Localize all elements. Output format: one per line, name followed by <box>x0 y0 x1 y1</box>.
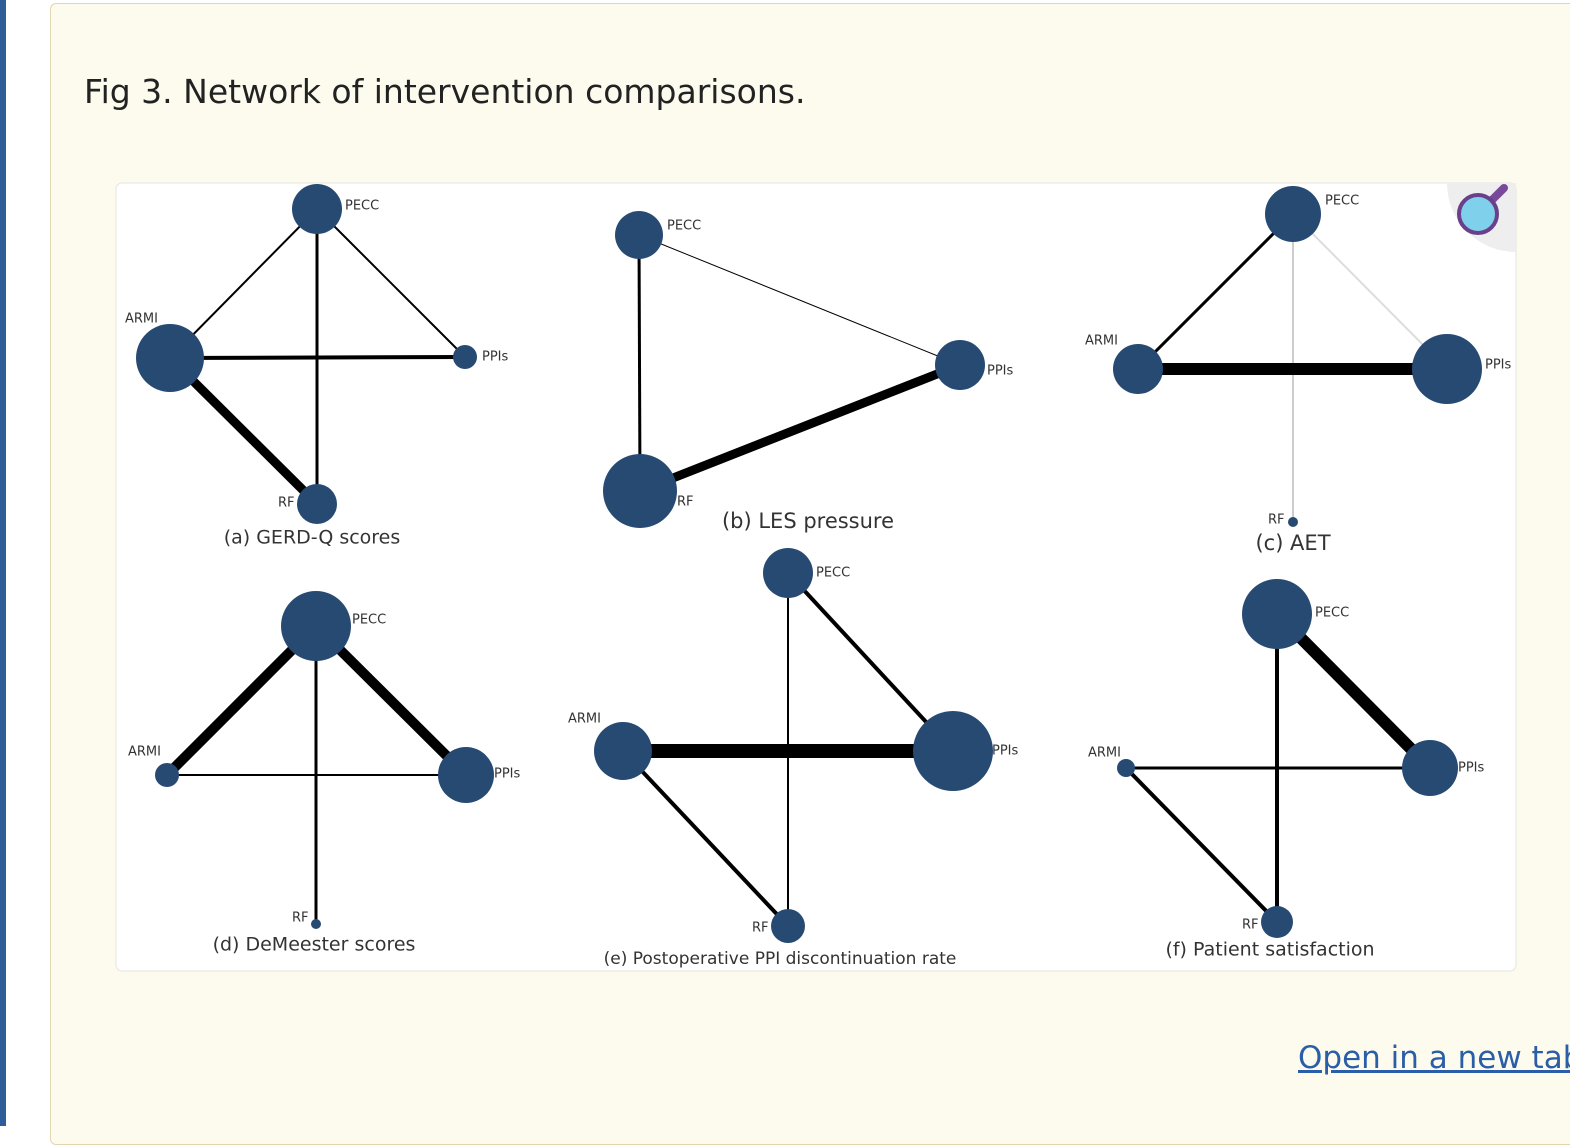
node-label: RF <box>1242 918 1259 933</box>
network-node <box>1265 186 1321 242</box>
network-node <box>935 340 985 390</box>
network-node <box>292 184 342 234</box>
network-node <box>594 722 652 780</box>
node-label: PPIs <box>494 767 521 782</box>
network-node <box>763 548 813 598</box>
network-node <box>297 484 337 524</box>
figure-title: Fig 3. Network of intervention compariso… <box>84 72 806 111</box>
panel-caption: (e) Postoperative PPI discontinuation ra… <box>604 949 957 969</box>
network-node <box>771 909 805 943</box>
node-label: RF <box>752 921 769 936</box>
node-label: PECC <box>352 613 386 628</box>
network-node <box>1288 517 1298 527</box>
network-node <box>438 747 494 803</box>
network-edge <box>637 234 642 492</box>
node-label: RF <box>278 496 295 511</box>
network-node <box>603 454 677 528</box>
network-node <box>1402 740 1458 796</box>
node-label: PECC <box>345 199 379 214</box>
network-node <box>1117 759 1135 777</box>
node-label: ARMI <box>1088 746 1121 761</box>
node-label: RF <box>1268 513 1285 528</box>
network-edge <box>169 355 466 360</box>
side-bar <box>0 0 6 1126</box>
network-edge <box>312 622 470 779</box>
node-label: ARMI <box>125 312 158 327</box>
network-node <box>1242 579 1312 649</box>
open-link[interactable]: Open in a new tab <box>1298 1040 1570 1076</box>
network-node <box>155 763 179 787</box>
node-label: PPIs <box>1485 358 1512 373</box>
network-edge <box>621 749 790 928</box>
node-label: PECC <box>1315 606 1349 621</box>
network-node <box>136 324 204 392</box>
network-node <box>913 711 993 791</box>
network-edge <box>1136 212 1295 371</box>
node-label: PECC <box>816 566 850 581</box>
panel-caption: (c) AET <box>1255 531 1330 555</box>
node-label: PECC <box>1325 194 1359 209</box>
node-label: ARMI <box>128 745 161 760</box>
panel-caption: (d) DeMeester scores <box>213 934 416 956</box>
network-node <box>1113 344 1163 394</box>
network-edge <box>316 208 466 358</box>
panel-caption: (f) Patient satisfaction <box>1165 939 1374 961</box>
panel-caption: (a) GERD-Q scores <box>224 527 401 549</box>
node-label: PPIs <box>992 744 1019 759</box>
network-edge <box>166 354 321 508</box>
network-edge <box>163 622 320 779</box>
zoom-lens <box>1457 193 1499 235</box>
node-label: PPIs <box>1458 761 1485 776</box>
node-label: ARMI <box>1085 334 1118 349</box>
network-edge <box>786 571 955 753</box>
node-label: RF <box>292 911 309 926</box>
network-node <box>311 919 321 929</box>
network-node <box>281 591 351 661</box>
network-edge <box>638 234 961 366</box>
node-label: ARMI <box>568 712 601 727</box>
network-node <box>453 345 477 369</box>
node-label: PPIs <box>482 350 509 365</box>
network-edge <box>638 360 962 496</box>
network-node <box>1412 334 1482 404</box>
zoom-icon[interactable] <box>1447 183 1516 252</box>
network-node <box>615 211 663 259</box>
network-edge <box>169 208 318 359</box>
network-edge <box>1292 213 1448 370</box>
node-label: PECC <box>667 219 701 234</box>
network-edge <box>1272 609 1435 773</box>
node-label: PPIs <box>987 364 1014 379</box>
panel-caption: (b) LES pressure <box>722 509 894 533</box>
network-node <box>1261 906 1293 938</box>
network-edge <box>1124 766 1279 924</box>
node-label: RF <box>677 495 694 510</box>
